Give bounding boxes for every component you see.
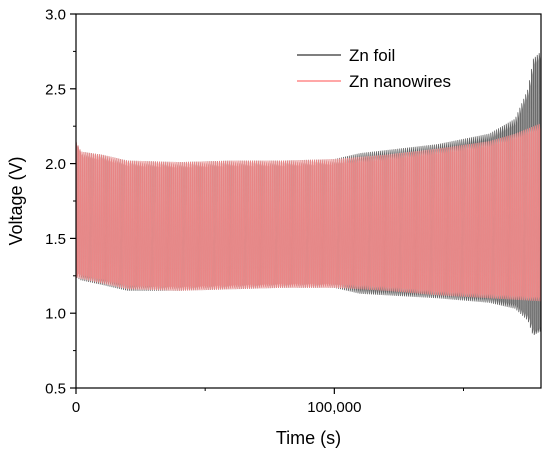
y-tick-label: 0.5 — [45, 381, 66, 398]
legend-label-2: Zn nanowires — [349, 72, 451, 91]
series-2 — [75, 123, 542, 302]
y-axis-label: Voltage (V) — [6, 156, 26, 245]
y-tick-label: 1.0 — [45, 306, 66, 323]
series-layer — [75, 53, 542, 336]
x-axis-label: Time (s) — [276, 428, 341, 448]
legend: Zn foil Zn nanowires — [297, 46, 451, 91]
axes-layer: 0.5 1.0 1.5 2.0 2.5 3.0 0 100,000 — [45, 7, 464, 416]
y-tick-label: 3.0 — [45, 7, 66, 24]
y-tick-label: 2.0 — [45, 156, 66, 173]
legend-label-1: Zn foil — [349, 46, 395, 65]
x-tick-label: 0 — [72, 399, 80, 416]
y-tick-label: 1.5 — [45, 231, 66, 248]
series-line-2 — [75, 123, 542, 302]
y-tick-label: 2.5 — [45, 81, 66, 98]
x-tick-label: 100,000 — [307, 399, 361, 416]
